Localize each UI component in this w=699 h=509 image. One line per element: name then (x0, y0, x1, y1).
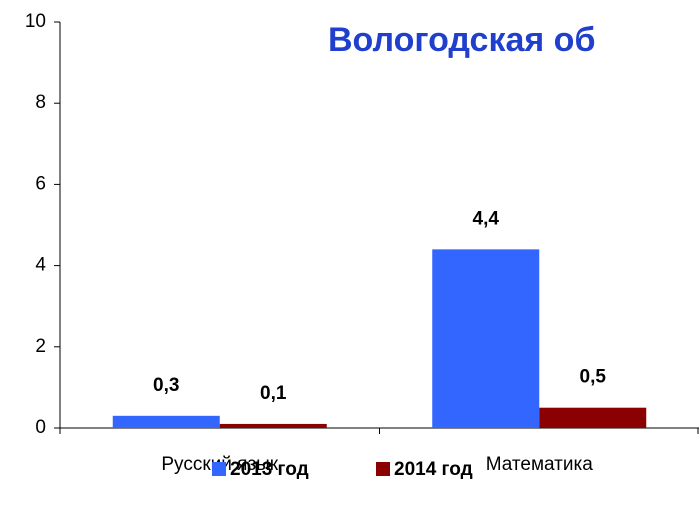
y-tick-label: 6 (35, 173, 46, 194)
legend-swatch (376, 462, 390, 476)
y-tick-label: 10 (25, 11, 46, 32)
bar (432, 249, 540, 428)
value-label: 0,3 (153, 375, 179, 396)
value-label: 0,5 (580, 367, 607, 388)
bar (112, 415, 220, 428)
y-tick-label: 8 (35, 92, 46, 113)
value-label: 0,1 (260, 383, 287, 404)
y-tick-label: 0 (35, 417, 46, 438)
chart-title: Вологодская об (328, 21, 595, 59)
legend-swatch (212, 462, 226, 476)
y-tick-label: 2 (35, 336, 46, 357)
x-tick-label: Математика (486, 454, 594, 475)
value-label: 4,4 (473, 208, 500, 229)
bar (539, 407, 647, 428)
y-tick-label: 4 (35, 255, 46, 276)
bar (219, 423, 327, 428)
legend-label: 2013 год (230, 459, 309, 480)
legend-label: 2014 год (394, 459, 473, 480)
